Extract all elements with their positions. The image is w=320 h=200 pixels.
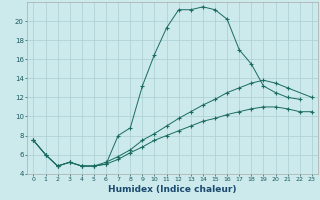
X-axis label: Humidex (Indice chaleur): Humidex (Indice chaleur) <box>108 185 237 194</box>
